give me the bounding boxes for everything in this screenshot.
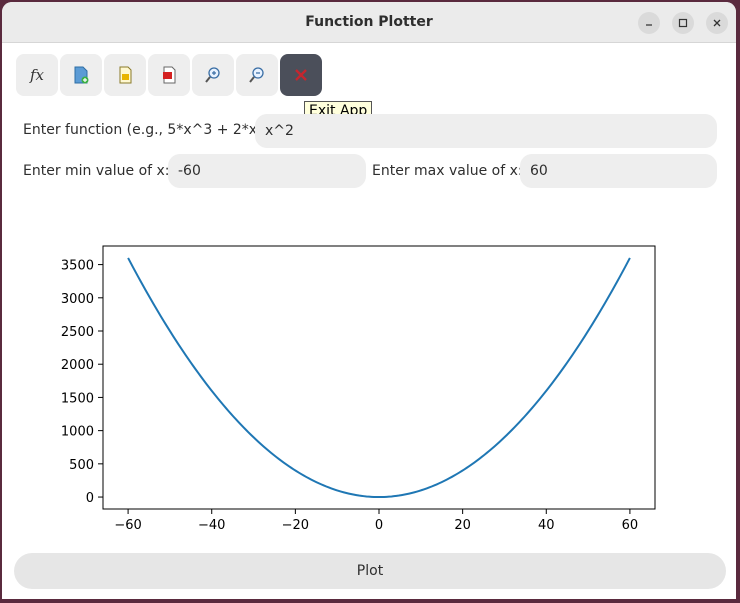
exit-icon bbox=[293, 67, 309, 83]
x-tick-label: −40 bbox=[198, 518, 225, 533]
min-x-input[interactable]: -60 bbox=[168, 154, 366, 188]
plot-frame bbox=[103, 246, 655, 509]
x-tick-label: −20 bbox=[282, 518, 309, 533]
maximize-button[interactable] bbox=[672, 12, 694, 34]
minimize-icon bbox=[644, 18, 654, 28]
zoom-out-icon bbox=[248, 66, 266, 84]
x-tick-label: 40 bbox=[538, 518, 555, 533]
x-tick-label: 60 bbox=[622, 518, 639, 533]
zoom-in-button[interactable] bbox=[192, 54, 234, 96]
zoom-in-icon bbox=[204, 66, 222, 84]
window-title: Function Plotter bbox=[2, 14, 736, 30]
y-tick-label: 3500 bbox=[61, 259, 94, 274]
export-pdf-button[interactable] bbox=[148, 54, 190, 96]
x-tick-label: 0 bbox=[375, 518, 383, 533]
x-tick-label: −60 bbox=[114, 518, 141, 533]
min-x-label: Enter min value of x: bbox=[23, 163, 170, 179]
y-tick-label: 3000 bbox=[61, 292, 94, 307]
save-image-button[interactable] bbox=[104, 54, 146, 96]
y-tick-label: 1000 bbox=[61, 425, 94, 440]
close-button[interactable] bbox=[706, 12, 728, 34]
title-bar: Function Plotter bbox=[2, 2, 736, 43]
max-x-label: Enter max value of x: bbox=[372, 163, 523, 179]
close-icon bbox=[712, 18, 722, 28]
y-tick-label: 2500 bbox=[61, 325, 94, 340]
zoom-out-button[interactable] bbox=[236, 54, 278, 96]
save-image-icon bbox=[116, 66, 134, 84]
function-icon: fx bbox=[30, 66, 44, 84]
exit-button[interactable] bbox=[280, 54, 322, 96]
maximize-icon bbox=[678, 18, 688, 28]
new-file-button[interactable] bbox=[60, 54, 102, 96]
plot-canvas: −60 −40 −20 0 20 40 60 0 500 1000 1500 2000 2500 3000… bbox=[2, 214, 736, 544]
x-tick-label: 20 bbox=[454, 518, 471, 533]
max-x-input[interactable]: 60 bbox=[520, 154, 717, 188]
function-input[interactable]: x^2 bbox=[255, 114, 717, 148]
plot-button[interactable]: Plot bbox=[14, 553, 726, 589]
function-button[interactable]: fx bbox=[16, 54, 58, 96]
y-tick-label: 0 bbox=[86, 491, 94, 506]
y-tick-label: 1500 bbox=[61, 391, 94, 406]
y-tick-label: 2000 bbox=[61, 358, 94, 373]
minimize-button[interactable] bbox=[638, 12, 660, 34]
pdf-icon bbox=[160, 66, 178, 84]
new-file-icon bbox=[72, 66, 90, 84]
y-tick-label: 500 bbox=[69, 458, 94, 473]
function-label: Enter function (e.g., 5*x^3 + 2*x): bbox=[23, 122, 267, 138]
